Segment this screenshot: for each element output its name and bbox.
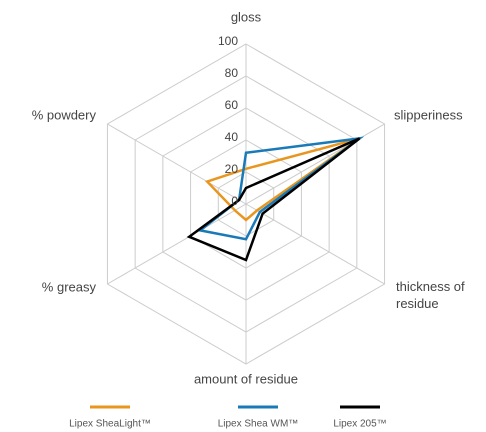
series-layer	[186, 136, 365, 262]
spoke	[107, 123, 247, 205]
tick-label: 80	[225, 66, 239, 80]
axis-label: % powdery	[32, 107, 97, 122]
legend-label: Lipex SheaLight™	[69, 419, 151, 430]
tick-label: 0	[231, 194, 238, 208]
axis-label: thickness of residue	[396, 279, 465, 311]
tick-label: 20	[225, 162, 239, 176]
tick-label: 40	[225, 130, 239, 144]
axis-label: amount of residue	[194, 371, 298, 386]
axis-label: gloss	[231, 9, 262, 24]
legend-label: Lipex 205™	[333, 419, 386, 430]
spoke	[107, 203, 247, 285]
axis-label: slipperiness	[394, 107, 463, 122]
series-line	[186, 137, 361, 262]
axis-label: % greasy	[42, 279, 97, 294]
labels-layer: 0 20 40 60 80 100 gloss slipperiness thickness o…	[32, 9, 465, 429]
spoke	[245, 203, 385, 285]
grid	[106, 43, 386, 365]
legend-label: Lipex Shea WM™	[218, 419, 299, 430]
tick-label: 60	[225, 98, 239, 112]
tick-label: 100	[218, 34, 238, 48]
